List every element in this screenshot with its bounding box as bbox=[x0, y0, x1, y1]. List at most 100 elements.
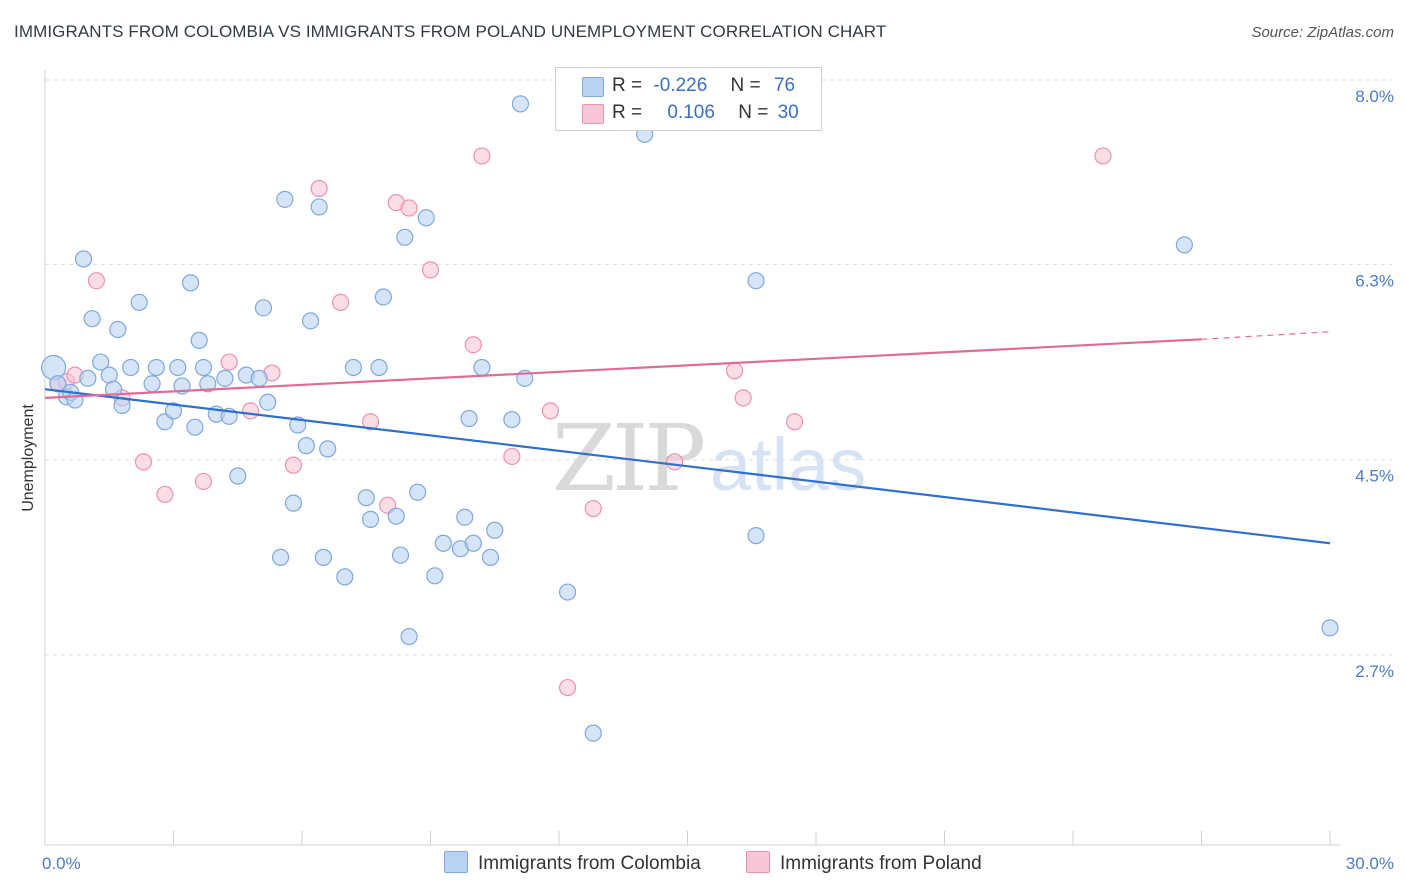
colombia-point bbox=[164, 402, 183, 420]
colombia-point bbox=[374, 288, 392, 306]
colombia-point bbox=[83, 310, 101, 328]
watermark: ZIP atlas bbox=[552, 405, 866, 512]
y-tick-label: 6.3% bbox=[1355, 271, 1394, 290]
colombia-point bbox=[276, 190, 294, 208]
colombia-n-label: N = bbox=[730, 75, 761, 96]
poland-point bbox=[310, 179, 328, 198]
colombia-point bbox=[503, 410, 521, 429]
y-tick-label: 2.7% bbox=[1355, 662, 1394, 681]
series-legend: Immigrants from Colombia Immigrants from… bbox=[0, 851, 1406, 879]
colombia-point bbox=[434, 534, 452, 552]
poland-point bbox=[785, 413, 804, 431]
y-tick-label: 8.0% bbox=[1355, 87, 1394, 106]
colombia-point bbox=[284, 494, 303, 512]
legend-colombia-label: Immigrants from Colombia bbox=[478, 853, 701, 874]
poland-point bbox=[726, 362, 744, 380]
colombia-point bbox=[426, 567, 444, 585]
colombia-point bbox=[122, 358, 140, 377]
colombia-point bbox=[310, 198, 328, 216]
colombia-point bbox=[473, 358, 491, 377]
legend-item-colombia[interactable]: Immigrants from Colombia bbox=[444, 851, 701, 875]
poland-point bbox=[194, 472, 213, 491]
colombia-point bbox=[456, 508, 474, 526]
colombia-point bbox=[100, 366, 118, 384]
colombia-point bbox=[344, 358, 362, 377]
colombia-point bbox=[147, 358, 165, 377]
legend-colombia-swatch bbox=[444, 851, 468, 873]
y-axis-label: Unemployment bbox=[20, 404, 37, 512]
colombia-point bbox=[336, 568, 354, 586]
y-tick-label: 4.5% bbox=[1355, 467, 1394, 486]
colombia-point bbox=[92, 353, 110, 371]
poland-trend-extension bbox=[1201, 331, 1331, 340]
colombia-point bbox=[400, 627, 418, 646]
grid-lines bbox=[45, 79, 1392, 656]
colombia-point bbox=[250, 369, 268, 387]
x-ticks bbox=[44, 831, 1331, 845]
poland-point bbox=[242, 402, 260, 420]
poland-point bbox=[331, 293, 350, 312]
colombia-point bbox=[182, 274, 200, 292]
legend-poland-label: Immigrants from Poland bbox=[780, 853, 982, 874]
legend-item-poland[interactable]: Immigrants from Poland bbox=[746, 851, 982, 875]
poland-point bbox=[666, 453, 684, 471]
colombia-point bbox=[387, 507, 405, 525]
colombia-point bbox=[143, 375, 161, 393]
colombia-r-value: -0.226 bbox=[653, 75, 708, 96]
colombia-point bbox=[747, 272, 765, 290]
poland-point bbox=[558, 678, 577, 697]
axes bbox=[44, 70, 1340, 846]
colombia-swatch bbox=[582, 77, 604, 97]
colombia-point bbox=[460, 409, 478, 428]
colombia-point bbox=[194, 358, 213, 377]
colombia-point bbox=[464, 534, 482, 552]
colombia-point bbox=[409, 483, 427, 501]
poland-point bbox=[503, 447, 521, 466]
colombia-point bbox=[169, 358, 187, 377]
colombia-trend-line bbox=[44, 388, 1331, 545]
colombia-point bbox=[1175, 236, 1193, 254]
poland-point bbox=[734, 389, 752, 407]
poland-point bbox=[400, 199, 418, 217]
trend-lines bbox=[44, 331, 1331, 545]
colombia-point bbox=[79, 369, 97, 387]
poland-point bbox=[156, 485, 174, 504]
colombia-r-label: R = bbox=[612, 75, 643, 96]
colombia-point bbox=[357, 489, 375, 507]
colombia-point bbox=[370, 358, 388, 377]
poland-point bbox=[584, 499, 602, 518]
colombia-point bbox=[297, 437, 315, 455]
poland-point bbox=[361, 413, 380, 431]
colombia-point bbox=[361, 510, 380, 528]
colombia-point bbox=[40, 354, 67, 381]
colombia-point bbox=[391, 546, 410, 564]
colombia-point bbox=[254, 299, 273, 317]
legend-poland-swatch bbox=[746, 851, 770, 873]
colombia-point bbox=[584, 724, 602, 742]
colombia-point bbox=[747, 527, 765, 545]
poland-r-value: 0.106 bbox=[667, 102, 715, 123]
colombia-point bbox=[1321, 619, 1339, 637]
colombia-point bbox=[301, 312, 320, 330]
colombia-n-value: 76 bbox=[773, 75, 796, 96]
poland-point bbox=[464, 336, 482, 354]
poland-trend-line bbox=[44, 338, 1202, 399]
colombia-point bbox=[511, 95, 530, 113]
colombia-point bbox=[396, 228, 414, 246]
stats-legend: R = -0.226 N = 76 R = 0.106 N = 30 bbox=[555, 67, 822, 131]
x-tick-label-max: 30.0% bbox=[1346, 854, 1394, 873]
colombia-point bbox=[109, 320, 127, 339]
poland-point bbox=[541, 402, 560, 420]
poland-point bbox=[284, 456, 303, 474]
poland-n-label: N = bbox=[738, 102, 769, 123]
poland-r-label: R = bbox=[612, 102, 643, 123]
colombia-point bbox=[481, 548, 500, 566]
poland-point bbox=[421, 261, 440, 279]
colombia-point bbox=[74, 250, 93, 268]
colombia-point bbox=[229, 467, 247, 485]
colombia-point bbox=[190, 331, 208, 349]
poland-point bbox=[473, 147, 491, 165]
colombia-point bbox=[259, 393, 277, 411]
colombia-point bbox=[216, 369, 234, 387]
